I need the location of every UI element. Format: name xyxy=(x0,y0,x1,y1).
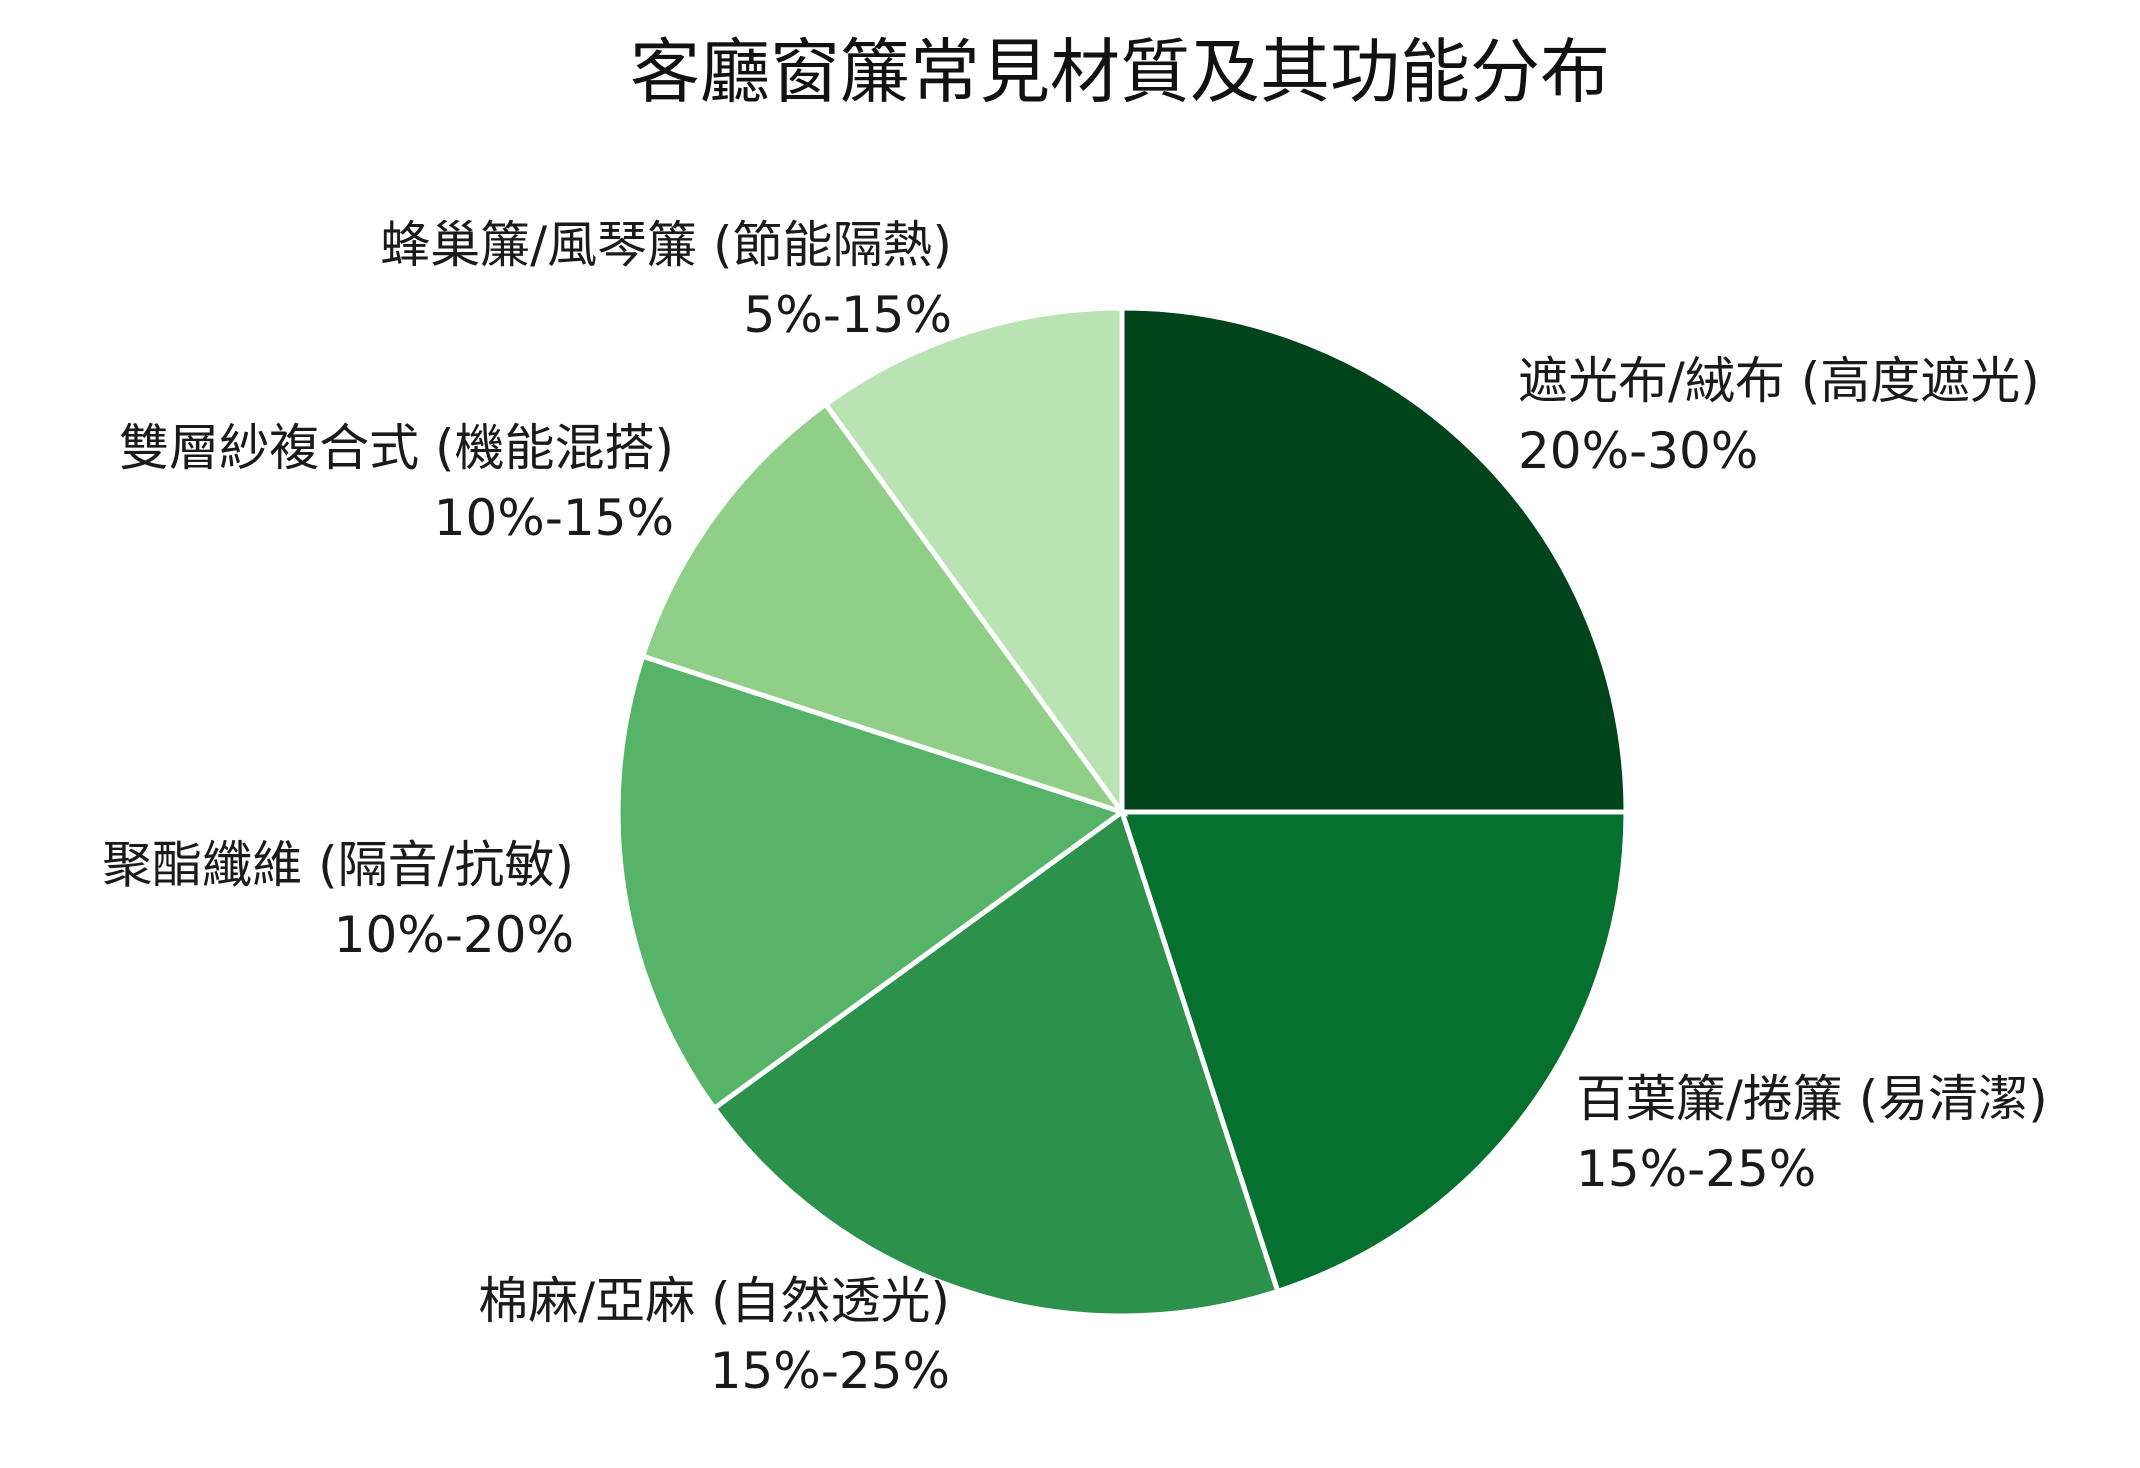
pie-slices xyxy=(615,305,1629,1319)
chart-title: 客廳窗簾常見材質及其功能分布 xyxy=(630,31,1610,113)
pie-slice-1 xyxy=(1119,305,1629,815)
slice-label-5: 雙層紗複合式 (機能混搭) xyxy=(119,419,674,477)
slice-range-5: 10%-15% xyxy=(434,489,674,547)
slice-label-4: 聚酯纖維 (隔音/抗敏) xyxy=(102,836,574,894)
pie-slice-6 xyxy=(822,305,1125,820)
slice-range-3: 15%-25% xyxy=(710,1342,950,1400)
pie-slice-2 xyxy=(1118,809,1629,1295)
pie-slice-3 xyxy=(710,807,1281,1319)
slice-range-4: 10%-20% xyxy=(334,906,574,964)
slice-range-1: 20%-30% xyxy=(1518,422,1758,480)
pie-labels: 遮光布/絨布 (高度遮光) 20%-30% 百葉簾/捲簾 (易清潔) 15%-25% 棉… xyxy=(102,216,2048,1400)
slice-label-3: 棉麻/亞麻 (自然透光) xyxy=(478,1272,950,1330)
slice-label-1: 遮光布/絨布 (高度遮光) xyxy=(1518,352,2040,410)
slice-range-2: 15%-25% xyxy=(1576,1140,1816,1198)
slice-range-6: 5%-15% xyxy=(744,286,953,344)
pie-slice-4 xyxy=(615,653,1128,1112)
slice-label-2: 百葉簾/捲簾 (易清潔) xyxy=(1576,1070,2048,1128)
pie-slice-5 xyxy=(639,400,1129,817)
slice-label-6: 蜂巢簾/風琴簾 (節能隔熱) xyxy=(380,216,952,274)
